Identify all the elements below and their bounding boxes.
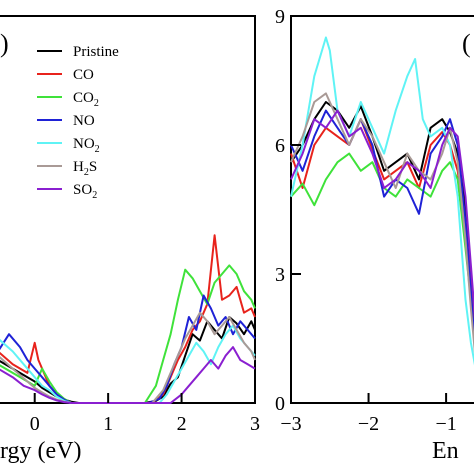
legend-label-pristine: Pristine	[73, 44, 119, 60]
left-x-ticks: 0 1 2 3	[30, 393, 260, 435]
legend: Pristine CO CO2 NO NO2 H2S SO2	[37, 44, 119, 201]
right-y-tick-label: 3	[275, 264, 285, 286]
legend-label-no: NO	[73, 113, 95, 129]
right-x-tick-label: −2	[358, 413, 379, 435]
right-x-axis-title: En	[432, 438, 459, 464]
panel-left: 0 1 2 3 rgy (eV) ) Pristine CO CO2 NO NO2 H2S SO2	[0, 15, 260, 464]
left-series-line-no2	[0, 324, 256, 404]
right-panel-label: (	[462, 29, 471, 58]
left-x-tick-label: 2	[177, 413, 187, 435]
legend-label-no2: NO2	[73, 136, 100, 155]
right-x-tick-label: −3	[280, 413, 301, 435]
left-series-lines	[0, 234, 256, 404]
right-y-tick-label: 6	[275, 135, 285, 157]
left-series-line-co2	[0, 264, 256, 404]
right-series-line-no	[290, 109, 474, 348]
right-x-tick-label: −1	[435, 413, 456, 435]
left-x-tick-label: 0	[30, 413, 40, 435]
left-series-line-h2s	[0, 311, 256, 404]
right-y-tick-label: 0	[275, 393, 285, 415]
right-series-line-co2	[290, 152, 474, 345]
left-x-tick-label: 1	[103, 413, 113, 435]
right-plot-frame	[290, 15, 474, 404]
left-series-line-no	[0, 294, 256, 404]
left-x-tick-label: 3	[250, 413, 260, 435]
right-series-line-pristine	[290, 101, 474, 327]
legend-label-so2: SO2	[73, 182, 97, 201]
right-axis-ticks: −3 −2 −1 0 3 6 9	[275, 6, 457, 435]
legend-label-co: CO	[73, 67, 94, 83]
panel-right: −3 −2 −1 0 3 6 9 En (	[275, 6, 474, 464]
right-series-line-no2	[290, 36, 474, 366]
right-series-line-so2	[290, 109, 474, 318]
legend-label-co2: CO2	[73, 90, 99, 109]
right-series-lines	[290, 36, 474, 366]
left-x-axis-title: rgy (eV)	[0, 438, 82, 464]
legend-label-h2s: H2S	[73, 159, 97, 178]
right-y-tick-label: 9	[275, 6, 285, 28]
left-panel-label: )	[0, 29, 9, 58]
